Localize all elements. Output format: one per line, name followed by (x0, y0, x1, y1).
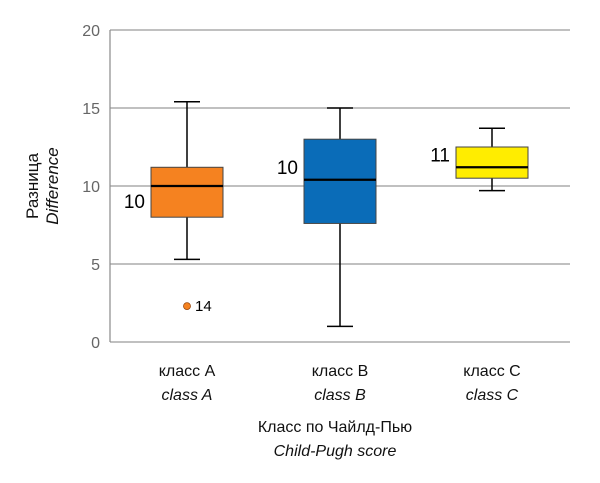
x-axis-label-en: Child-Pugh score (274, 443, 397, 460)
category-label: класс A (159, 363, 216, 380)
iqr-box (455, 146, 529, 179)
iqr-box (303, 138, 377, 224)
x-axis-label: Класс по Чайлд-Пью (258, 419, 412, 436)
y-axis-label: Разница Difference (23, 147, 62, 224)
box-2 (303, 107, 377, 328)
median-label: 10 (124, 192, 145, 213)
axes: 0 5 10 15 20 Разница Difference (23, 23, 111, 352)
y-axis-label-ru: Разница (23, 153, 42, 219)
y-tick-label: 5 (91, 257, 100, 274)
category-label: класс C (463, 363, 520, 380)
category-label-en: class A (162, 387, 213, 404)
y-tick-label: 15 (82, 101, 100, 118)
outlier-label: 14 (195, 298, 212, 315)
median-label: 11 (430, 145, 450, 166)
y-tick-label: 20 (82, 23, 100, 40)
box-1 (150, 101, 224, 311)
labels: 10 14 класс A class A 10 класс B class B 11 клас… (124, 145, 521, 460)
boxes (150, 101, 529, 328)
category-label-en: class C (466, 387, 519, 404)
y-axis-label-en: Difference (43, 147, 62, 224)
category-label: класс B (312, 363, 369, 380)
iqr-box (150, 166, 224, 218)
box-3 (455, 127, 529, 192)
category-label-en: class B (314, 387, 366, 404)
y-tick-label: 0 (91, 335, 100, 352)
outlier-point (183, 302, 191, 311)
y-tick-label: 10 (82, 179, 100, 196)
median-label: 10 (277, 158, 298, 179)
